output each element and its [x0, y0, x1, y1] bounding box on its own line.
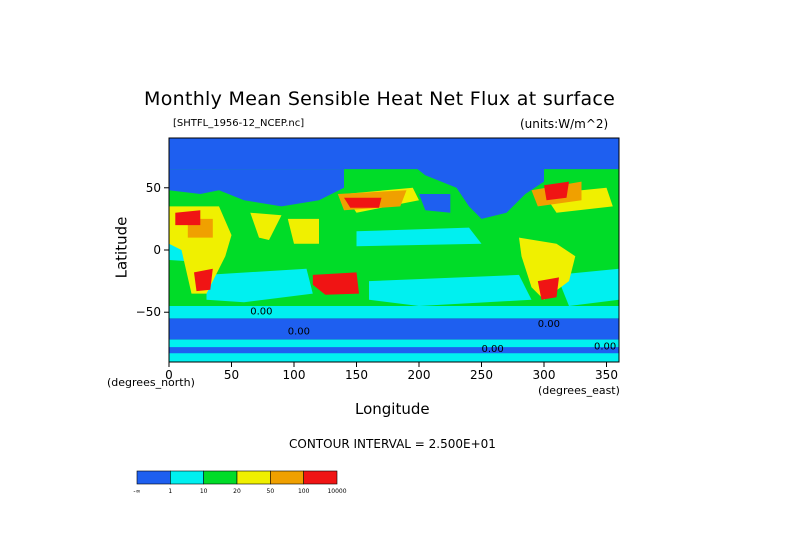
x-tick-label-1: 50	[224, 368, 239, 382]
colorbar-label-5: 100	[298, 488, 310, 495]
india-yellow	[250, 212, 282, 240]
units-label: (units:W/m^2)	[520, 117, 609, 131]
south-america-yellow	[519, 237, 576, 300]
x-tick-label-7: 350	[595, 368, 618, 382]
colorbar-label-6: 10000	[327, 488, 346, 495]
colorbar-bin-1	[170, 470, 204, 485]
africa-high	[194, 268, 213, 292]
australia-high	[312, 272, 359, 295]
south-america-high	[537, 277, 559, 300]
x-tick-label-4: 200	[408, 368, 431, 382]
dataset-label: [SHTFL_1956-12_NCEP.nc]	[173, 118, 305, 129]
arctic-ocean	[169, 138, 619, 170]
x-tick-label-3: 150	[345, 368, 368, 382]
colorbar-label-3: 20	[233, 488, 241, 495]
cyan-band-subpolar-south	[169, 306, 619, 319]
antarctica-blue-strip	[169, 347, 619, 354]
gulf-stream-high	[544, 181, 569, 201]
cyan-band-south-pacific	[369, 274, 532, 306]
contour-label-2: 0.00	[538, 319, 560, 330]
y-tick-label-2: −50	[136, 305, 161, 319]
y-tick-label-0: 50	[146, 181, 161, 195]
contour-label-1: 0.00	[288, 327, 310, 338]
colorbar-label-4: 50	[267, 488, 275, 495]
y-tick-label-1: 0	[153, 243, 161, 257]
x-axis-label: Longitude	[355, 400, 430, 418]
sahara-high	[175, 210, 201, 226]
north-pacific-blue	[419, 194, 451, 213]
southern-ocean	[169, 318, 619, 340]
kuroshio-high	[344, 197, 382, 208]
cyan-band-north-pacific	[356, 227, 482, 247]
x-tick-label-2: 100	[283, 368, 306, 382]
southeast-asia-yellow	[287, 218, 319, 244]
africa-yellow	[169, 206, 232, 294]
colorbar-label-2: 10	[200, 488, 208, 495]
colorbar-bin-5	[303, 470, 338, 485]
cyan-band-south-indian	[206, 268, 313, 303]
contour-label-4: 0.00	[594, 342, 616, 353]
colorbar-label-0: -∞	[133, 488, 140, 495]
x-tick-label-0: 0	[165, 368, 173, 382]
contour-interval: CONTOUR INTERVAL = 2.500E+01	[289, 437, 496, 451]
x-tick-label-5: 250	[470, 368, 493, 382]
colorbar-label-1: 1	[168, 488, 172, 495]
contour-label-0: 0.00	[250, 307, 272, 318]
eurasia	[169, 169, 344, 207]
map-field	[169, 138, 619, 362]
contour-label-3: 0.00	[482, 344, 504, 355]
colorbar-bin-3	[236, 470, 271, 485]
colorbar-bin-4	[270, 470, 304, 485]
colorbar-bin-2	[203, 470, 238, 485]
north-america	[412, 165, 544, 219]
colorbar-bin-0	[136, 470, 171, 485]
chart-title: Monthly Mean Sensible Heat Net Flux at s…	[144, 88, 616, 110]
cyan-band-south-atlantic	[556, 268, 619, 306]
x-tick-label-6: 300	[533, 368, 556, 382]
y-unit-label: (degrees_north)	[107, 376, 195, 389]
x-unit-label: (degrees_east)	[538, 384, 620, 397]
